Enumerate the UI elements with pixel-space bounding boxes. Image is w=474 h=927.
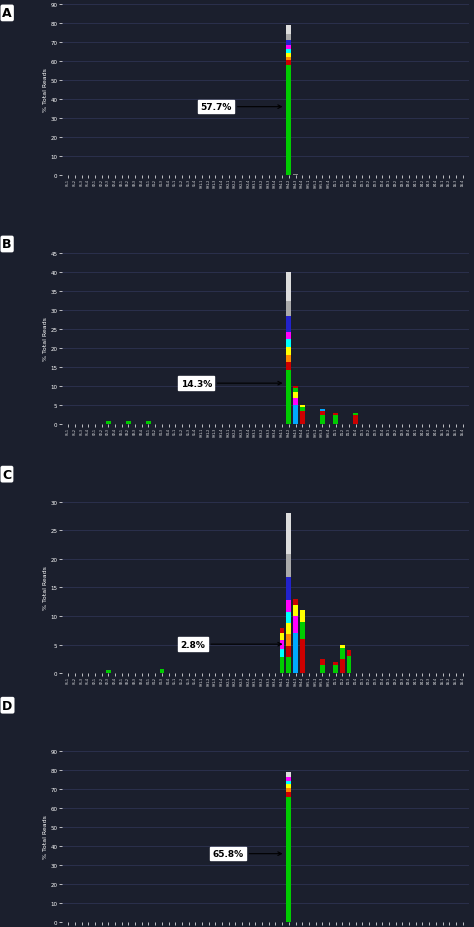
Bar: [286, 578, 291, 601]
Text: 14.3%: 14.3%: [181, 379, 282, 388]
Bar: [286, 777, 291, 781]
Bar: [340, 648, 345, 659]
Bar: [300, 622, 304, 640]
Bar: [286, 61, 291, 66]
Bar: [293, 387, 298, 388]
Bar: [300, 611, 304, 622]
Text: D: D: [2, 699, 13, 712]
Bar: [286, 34, 291, 41]
Text: 57.7%: 57.7%: [201, 103, 282, 112]
Bar: [286, 50, 291, 54]
Bar: [286, 635, 291, 646]
Bar: [300, 412, 304, 425]
Bar: [320, 412, 325, 415]
Bar: [320, 659, 325, 665]
Text: A: A: [2, 7, 12, 20]
Bar: [286, 46, 291, 50]
Bar: [286, 797, 291, 922]
Bar: [286, 612, 291, 623]
Bar: [353, 413, 358, 415]
Bar: [353, 415, 358, 425]
Y-axis label: % Total Reads: % Total Reads: [43, 815, 48, 858]
Bar: [286, 793, 291, 797]
Bar: [320, 410, 325, 412]
Bar: [286, 781, 291, 784]
Bar: [293, 392, 298, 399]
Bar: [280, 628, 284, 634]
Bar: [106, 422, 111, 425]
Bar: [333, 413, 338, 415]
Bar: [286, 601, 291, 612]
Bar: [286, 340, 291, 348]
Bar: [286, 772, 291, 777]
Text: B: B: [2, 238, 12, 251]
Bar: [286, 273, 291, 302]
Bar: [126, 422, 131, 425]
Bar: [293, 388, 298, 392]
Bar: [286, 26, 291, 34]
Bar: [286, 302, 291, 317]
Y-axis label: % Total Reads: % Total Reads: [43, 69, 48, 112]
Bar: [286, 362, 291, 371]
Bar: [280, 649, 284, 657]
Bar: [346, 656, 351, 674]
Bar: [293, 605, 298, 616]
Bar: [300, 640, 304, 674]
Bar: [293, 616, 298, 634]
Bar: [286, 646, 291, 657]
Bar: [280, 657, 284, 674]
Bar: [286, 66, 291, 176]
Text: 2.8%: 2.8%: [181, 640, 282, 649]
Bar: [286, 657, 291, 674]
Bar: [293, 399, 298, 406]
Bar: [333, 662, 338, 665]
Bar: [106, 671, 111, 674]
Bar: [286, 514, 291, 554]
Bar: [286, 317, 291, 332]
Bar: [280, 634, 284, 641]
Bar: [286, 788, 291, 793]
Bar: [286, 623, 291, 635]
Bar: [286, 41, 291, 46]
Bar: [300, 406, 304, 408]
Bar: [320, 415, 325, 425]
Bar: [286, 348, 291, 355]
Bar: [293, 599, 298, 605]
Bar: [340, 659, 345, 674]
Bar: [286, 554, 291, 578]
Bar: [160, 669, 164, 674]
Bar: [286, 371, 291, 425]
Bar: [280, 641, 284, 649]
Bar: [293, 634, 298, 674]
Text: C: C: [2, 468, 11, 481]
Y-axis label: % Total Reads: % Total Reads: [43, 566, 48, 610]
Bar: [286, 54, 291, 57]
Bar: [146, 422, 151, 425]
Bar: [333, 665, 338, 674]
Bar: [293, 175, 298, 176]
Bar: [340, 645, 345, 648]
Bar: [293, 406, 298, 425]
Bar: [346, 651, 351, 656]
Y-axis label: % Total Reads: % Total Reads: [43, 317, 48, 361]
Bar: [286, 355, 291, 362]
Bar: [300, 408, 304, 412]
Bar: [286, 332, 291, 340]
Bar: [333, 415, 338, 425]
Bar: [286, 57, 291, 61]
Bar: [320, 665, 325, 674]
Bar: [286, 784, 291, 788]
Text: 65.8%: 65.8%: [213, 849, 282, 858]
